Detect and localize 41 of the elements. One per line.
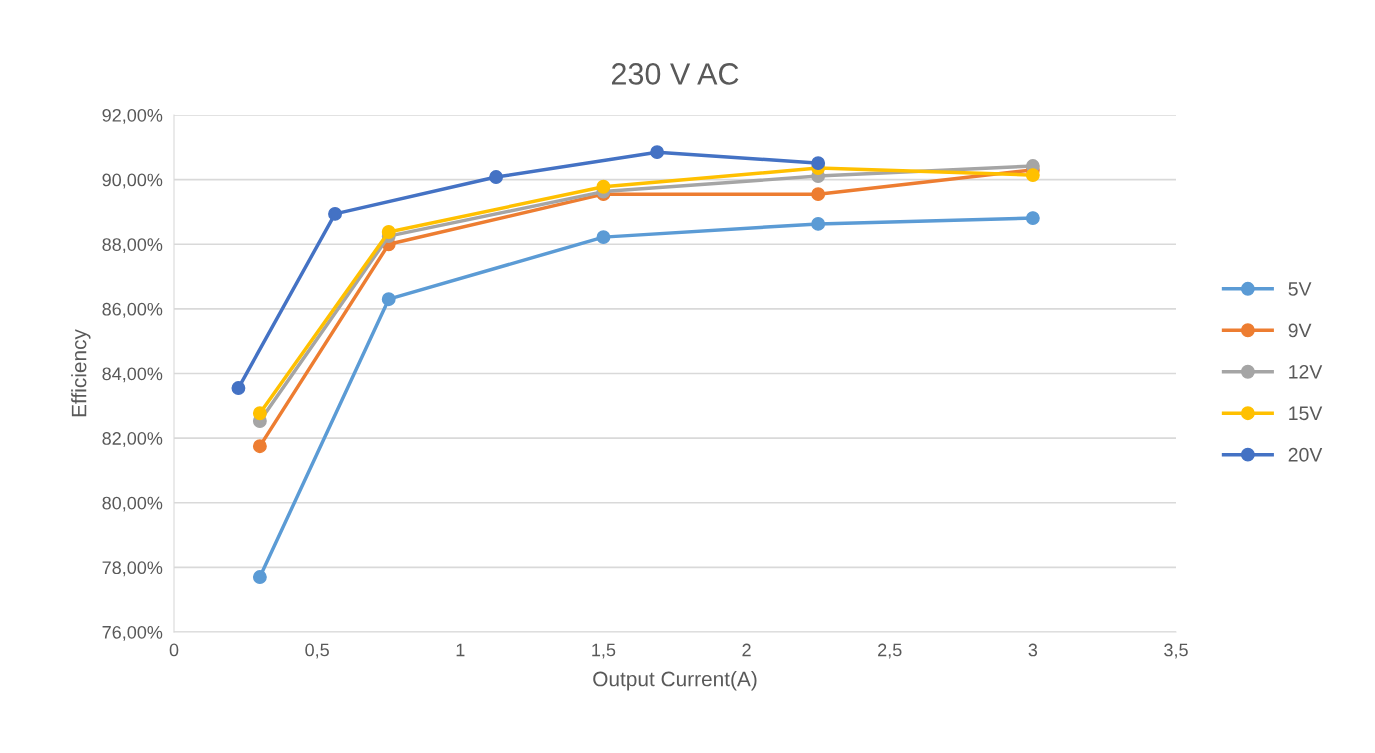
x-tick-label: 3: [1028, 643, 1038, 657]
y-tick-label: 76,00%: [102, 625, 163, 641]
point: [489, 170, 504, 184]
y-axis-title: Efficiency: [71, 329, 91, 417]
point: [811, 156, 826, 171]
legend-label: 15V: [1289, 406, 1323, 421]
y-tick-label: 90,00%: [102, 173, 163, 189]
legend-label: 20V: [1288, 447, 1323, 462]
point: [252, 570, 267, 585]
x-tick-label: 2: [742, 643, 751, 657]
chart-title: 230 V AC: [611, 63, 739, 85]
point: [328, 206, 342, 221]
point: [596, 179, 611, 194]
point: [252, 439, 267, 454]
x-tick-label: 1,5: [592, 643, 616, 659]
y-tick-label: 84,00%: [102, 367, 163, 383]
y-tick-label: 80,00%: [102, 496, 163, 512]
x-axis-title: Output Current(A): [593, 671, 757, 691]
legend-label: 5V: [1288, 282, 1312, 296]
point: [596, 230, 611, 245]
legend-label: 9V: [1288, 323, 1312, 338]
point: [252, 406, 267, 421]
x-tick-label: 0,5: [305, 643, 329, 659]
y-tick-label: 88,00%: [102, 238, 163, 254]
point: [1025, 211, 1040, 226]
point: [381, 292, 396, 307]
y-tick-label: 86,00%: [102, 302, 163, 318]
point: [811, 187, 826, 202]
x-tick-label: 3,5: [1164, 643, 1188, 659]
x-tick-label: 0: [169, 643, 179, 657]
y-tick-label: 78,00%: [102, 561, 163, 577]
point: [811, 216, 826, 231]
x-tick-label: 1: [456, 643, 465, 657]
y-tick-label: 82,00%: [102, 432, 163, 447]
point: [381, 225, 396, 239]
point: [650, 145, 665, 160]
point: [1025, 168, 1040, 183]
x-tick-label: 2,5: [878, 643, 902, 659]
point: [231, 381, 246, 395]
y-tick-label: 92,00%: [102, 108, 163, 124]
legend-label: 12V: [1289, 364, 1323, 379]
